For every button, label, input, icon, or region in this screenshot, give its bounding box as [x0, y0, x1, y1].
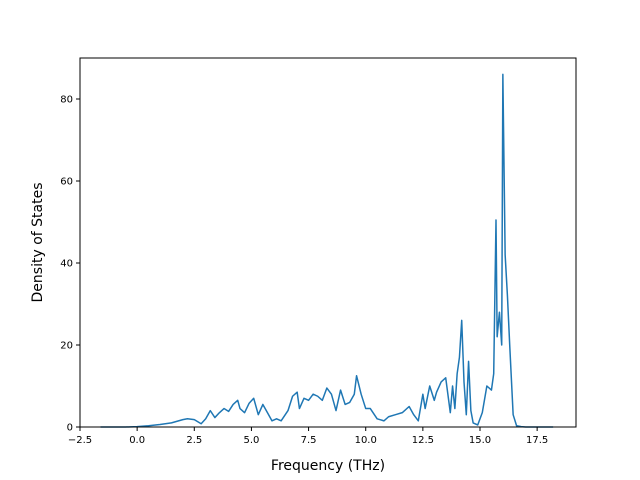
y-tick-label: 80 — [60, 95, 73, 106]
y-axis-ticks: 0 20 40 60 80 — [60, 95, 80, 434]
y-axis-label: Density of States — [30, 183, 46, 303]
x-tick-label: −2.5 — [68, 435, 92, 446]
x-tick-label: 15.0 — [469, 435, 491, 446]
series-layer — [100, 73, 554, 428]
y-tick-label: 0 — [67, 423, 73, 434]
x-tick-label: 10.0 — [355, 435, 377, 446]
y-tick-label: 40 — [60, 259, 73, 270]
x-tick-label: 5.0 — [243, 435, 259, 446]
plot-frame — [79, 57, 577, 428]
x-axis-ticks: −2.5 0.0 2.5 5.0 7.5 10.0 12.5 15.0 17.5 — [68, 427, 548, 446]
x-tick-label: 17.5 — [526, 435, 548, 446]
y-tick-label: 20 — [60, 341, 73, 352]
dos-line-series-0 — [100, 73, 554, 428]
x-tick-label: 7.5 — [301, 435, 317, 446]
x-tick-label: 0.0 — [129, 435, 145, 446]
x-axis-label: Frequency (THz) — [271, 458, 385, 474]
y-tick-label: 60 — [60, 177, 73, 188]
x-tick-label: 2.5 — [186, 435, 202, 446]
x-tick-label: 12.5 — [412, 435, 434, 446]
